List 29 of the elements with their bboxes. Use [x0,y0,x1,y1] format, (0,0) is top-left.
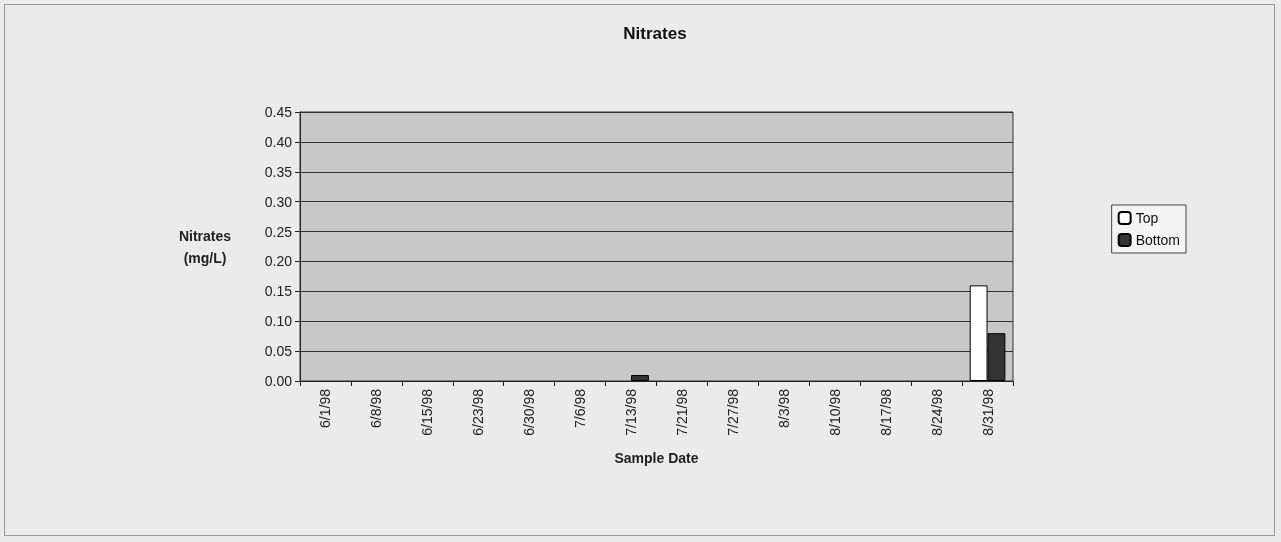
x-tick-label: 7/6/98 [572,388,589,428]
y-tick-label: 0.45 [264,104,293,120]
x-tick-label: 7/21/98 [673,388,690,436]
x-tick-label: 6/30/98 [521,388,538,436]
y-tick-label: 0.30 [264,193,293,210]
y-tick-label: 0.40 [264,133,293,150]
y-tick-label: 0.10 [264,313,293,330]
y-axis-title: Nitrates (mg/L) [178,227,232,266]
x-tick-label: 6/8/98 [368,388,385,428]
x-tick-label: 8/17/98 [877,388,894,436]
x-tick-label: 7/13/98 [623,388,640,436]
chart-title: Nitrates [623,24,687,43]
legend-label: Top [1135,210,1159,226]
y-tick-label: 0.00 [264,373,293,389]
x-tick-label: 8/31/98 [979,388,996,436]
x-tick-label: 6/15/98 [419,388,436,436]
x-tick-label: 8/24/98 [928,388,945,436]
x-tick-label: 6/23/98 [470,388,487,436]
x-tick-label: 6/1/98 [317,388,334,428]
y-tick-label: 0.20 [264,253,293,270]
y-tick-label: 0.05 [264,343,293,360]
y-tick-label: 0.35 [264,163,293,180]
x-tick-label: 8/10/98 [826,388,843,436]
legend-label: Bottom [1135,232,1181,248]
x-tick-label: 8/3/98 [775,388,792,428]
y-tick-label: 0.25 [264,223,293,240]
x-tick-label: 7/27/98 [724,388,741,436]
x-axis-title: Sample Date [614,450,699,466]
y-tick-label: 0.15 [264,283,293,300]
